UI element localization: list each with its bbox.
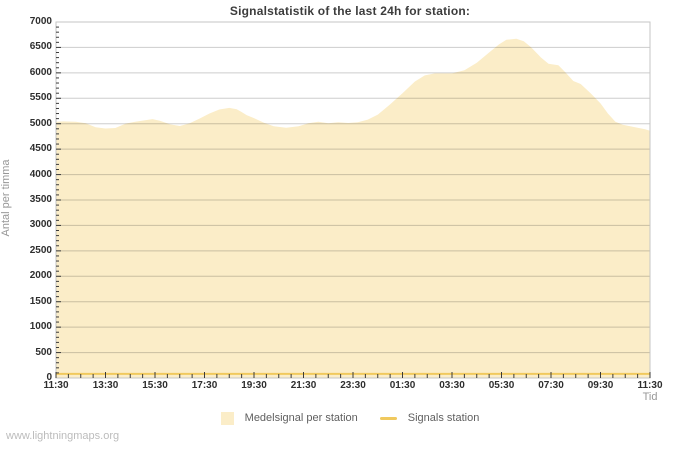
legend-item-medelsignal: Medelsignal per station: [220, 411, 358, 425]
area-swatch-icon: [220, 411, 234, 425]
y-tick-label: 2000: [29, 270, 52, 282]
y-tick-label: 500: [35, 346, 52, 358]
line-swatch-icon: [379, 416, 397, 420]
y-tick-label: 0: [46, 372, 52, 383]
y-tick-label: 7000: [29, 16, 52, 27]
x-tick-label: 19:30: [241, 380, 267, 391]
x-tick-label: 21:30: [290, 380, 317, 391]
x-axis-title: Tid: [642, 391, 658, 403]
legend-label: Signals station: [407, 412, 480, 424]
x-tick-label: 13:30: [92, 380, 119, 391]
y-tick-label: 4500: [29, 143, 52, 155]
y-tick-label: 5000: [29, 117, 52, 129]
y-tick-label: 5500: [29, 92, 52, 104]
legend-item-signals: Signals station: [379, 412, 480, 424]
y-tick-label: 6000: [29, 66, 52, 78]
x-tick-label: 05:30: [488, 380, 515, 391]
chart-legend: Medelsignal per station Signals station: [0, 409, 700, 427]
x-tick-label: 11:30: [43, 380, 69, 391]
y-tick-label: 3000: [29, 219, 52, 231]
y-tick-label: 1000: [29, 321, 52, 333]
x-tick-label: 09:30: [587, 380, 614, 391]
y-tick-label: 2500: [29, 244, 52, 256]
x-tick-label: 01:30: [389, 380, 416, 391]
y-tick-label: 3500: [29, 194, 52, 205]
chart-title: Signalstatistik of the last 24h for stat…: [229, 4, 471, 18]
x-tick-label: 07:30: [538, 380, 564, 391]
y-tick-label: 4000: [29, 168, 52, 180]
x-tick-label: 15:30: [142, 380, 168, 391]
watermark: www.lightningmaps.org: [6, 430, 120, 442]
x-tick-label: 03:30: [439, 380, 465, 391]
legend-label: Medelsignal per station: [244, 412, 358, 424]
x-tick-label: 11:30: [637, 380, 663, 391]
x-tick-label: 23:30: [340, 380, 366, 391]
y-tick-label: 1500: [29, 295, 52, 307]
y-tick-label: 6500: [29, 41, 52, 53]
x-tick-label: 17:30: [191, 380, 218, 391]
